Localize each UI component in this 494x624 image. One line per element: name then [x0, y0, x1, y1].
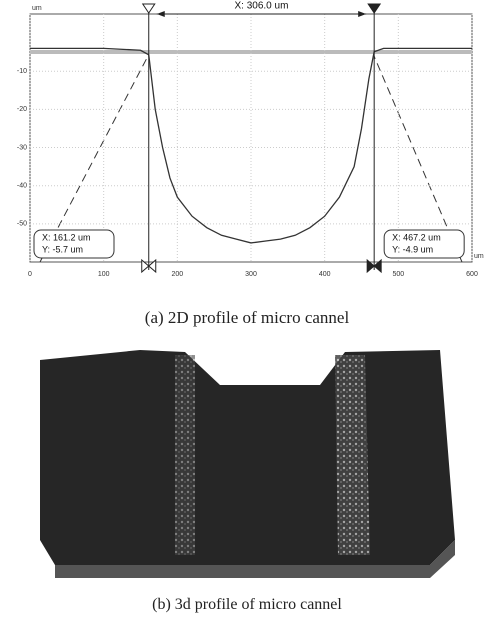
y-unit: um	[32, 5, 42, 12]
profile-chart: -10 -20 -30 -40 -50 0 100 200 300 400 500 600 um um X:…	[0, 0, 494, 292]
x-tick-label: 600	[466, 271, 478, 278]
figure: -10 -20 -30 -40 -50 0 100 200 300 400 500 600 um um X:…	[0, 0, 494, 624]
cursor-marker	[143, 4, 155, 13]
channel-wall	[175, 355, 195, 555]
y-tick-label: -50	[17, 221, 27, 228]
surface-3d-image	[0, 340, 494, 590]
distance-label: X: 306.0 um	[234, 1, 288, 12]
channel-wall	[335, 355, 370, 555]
x-tick-label: 100	[98, 271, 110, 278]
caption: (a) 2D profile of micro cannel	[0, 308, 494, 328]
x-tick-label: 400	[319, 271, 331, 278]
x-tick-label: 300	[245, 271, 257, 278]
surface-top	[40, 350, 455, 565]
caption: (b) 3d profile of micro cannel	[0, 596, 494, 614]
x-unit: um	[474, 253, 484, 260]
y-tick-label: -30	[17, 144, 27, 151]
cursor-y: Y: -5.7 um	[42, 244, 83, 254]
x-tick-label: 0	[28, 271, 32, 278]
x-tick-label: 200	[171, 271, 183, 278]
cursor-x: X: 467.2 um	[392, 232, 441, 242]
cursor-x: X: 161.2 um	[42, 232, 91, 242]
y-tick-label: -40	[17, 183, 27, 190]
y-tick-label: -20	[17, 106, 27, 113]
cursor-marker	[368, 4, 380, 13]
y-tick-label: -10	[17, 68, 27, 75]
arrow-head	[157, 11, 165, 17]
cursor-y: Y: -4.9 um	[392, 244, 433, 254]
arrow-head	[358, 11, 366, 17]
x-tick-label: 500	[392, 271, 404, 278]
